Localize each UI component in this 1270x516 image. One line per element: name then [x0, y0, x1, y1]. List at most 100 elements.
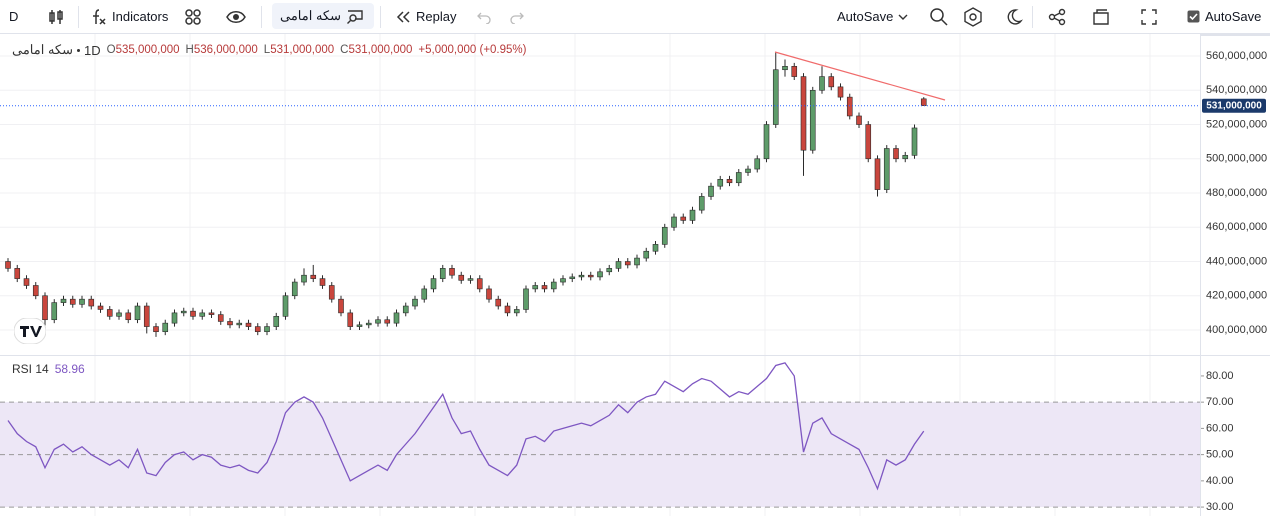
rsi-legend: RSI 14 58.96 [12, 362, 85, 376]
candle-body [624, 261, 631, 266]
ohlc-value: 531,000,000 [348, 44, 413, 56]
interval-button[interactable]: D [9, 0, 18, 33]
candle-body [319, 278, 326, 286]
symbol-search-button[interactable]: سکه امامی [272, 3, 374, 29]
candle-body [69, 298, 76, 305]
candle-body [476, 278, 483, 290]
candle-body [42, 295, 48, 321]
y-tick-label: 500,000,000 [1206, 153, 1267, 165]
ohlc-values: O535,000,000 H536,000,000 L531,000,000 C531… [107, 44, 413, 56]
candle-body [467, 278, 474, 281]
candle-body [106, 309, 113, 317]
icon [1007, 8, 1023, 25]
fullscreen-button[interactable] [1140, 0, 1158, 33]
candle-body [134, 305, 141, 321]
y-tick-label: 460,000,000 [1206, 221, 1267, 233]
candle-body [513, 309, 520, 314]
candle-body [245, 322, 252, 327]
candle-body [375, 319, 381, 324]
rsi-last-value: 58.96 [54, 362, 85, 376]
candle-body [291, 281, 298, 297]
candle-body [560, 278, 566, 283]
candle-body [717, 179, 724, 187]
candle-body [893, 148, 899, 160]
symbol-title: سکه امامی [12, 42, 73, 57]
ohlc-item: O535,000,000 [107, 44, 180, 56]
autosave-toggle[interactable]: AutoSave [1187, 0, 1261, 33]
candle-body [772, 69, 779, 125]
price-legend: سکه امامی 1D O535,000,000 H536,000,000 L53… [12, 42, 526, 58]
candle-body [254, 326, 261, 333]
y-tick-label: 400,000,000 [1206, 324, 1267, 336]
candle-body [541, 285, 548, 290]
candle-body [726, 179, 733, 184]
undo-button[interactable] [476, 0, 492, 33]
candle-body [208, 312, 215, 315]
change-value: +5,000,000 (+0.95%) [418, 44, 527, 56]
autosave-menu[interactable]: AutoSave [837, 0, 908, 33]
icon [226, 10, 246, 23]
y-tick-label: 420,000,000 [1206, 290, 1267, 302]
candle-body [606, 268, 613, 273]
icon [1048, 8, 1066, 25]
candle-body [782, 66, 788, 71]
y-tick-label: 440,000,000 [1206, 255, 1267, 267]
candle-body [652, 244, 659, 252]
chart-type-button[interactable] [47, 0, 65, 33]
candle-body [708, 185, 714, 197]
redo-button[interactable] [509, 0, 525, 33]
candle-body [273, 316, 280, 327]
candle-body [532, 285, 539, 290]
toolbar: D Indicators سکه امامی Replay AutoSave A… [0, 0, 1270, 36]
candle-body [402, 305, 409, 314]
candle-body [439, 268, 446, 279]
candle-body [347, 312, 354, 327]
ohlc-value: 535,000,000 [115, 44, 180, 56]
layouts-button[interactable] [184, 0, 202, 33]
candle-body [883, 148, 890, 190]
candle-body [199, 312, 206, 317]
settings-button[interactable] [963, 0, 983, 33]
y-tick-label: 80.00 [1206, 370, 1234, 382]
candle-body [689, 209, 696, 221]
candle-body [745, 168, 751, 173]
candle-body [486, 288, 492, 300]
candle-body [227, 321, 233, 326]
indicators-button[interactable]: Indicators [89, 0, 168, 33]
separator [78, 6, 79, 28]
last-price-box [1202, 98, 1266, 113]
theme-button[interactable] [1005, 0, 1023, 33]
candle-body [264, 326, 270, 333]
candle-body [180, 310, 187, 314]
candle-body [578, 274, 585, 278]
share-button[interactable] [1048, 0, 1066, 33]
y-tick-label: 40.00 [1206, 475, 1234, 487]
candle-body [661, 226, 668, 245]
candle-body [856, 115, 862, 125]
ohlc-label: H [185, 44, 194, 56]
candle-body [125, 312, 132, 321]
candle-body [874, 158, 881, 190]
candle-body [412, 298, 418, 307]
replay-button[interactable]: Replay [395, 0, 456, 33]
candle-body [60, 298, 67, 303]
rsi-line [7, 362, 925, 491]
view-button[interactable] [226, 0, 246, 33]
icon [1141, 8, 1157, 25]
indicators-label: Indicators [112, 9, 169, 24]
candle-body [763, 124, 770, 160]
icon [185, 8, 201, 25]
candle-body [328, 285, 335, 300]
candle-body [217, 314, 224, 322]
candle-body [865, 124, 872, 160]
snapshot-button[interactable] [1092, 0, 1110, 33]
icon [964, 6, 982, 27]
last-price-label: 531,000,000 [1206, 100, 1262, 111]
icon [898, 14, 908, 20]
autosave-toggle-label: AutoSave [1205, 9, 1262, 24]
checkbox [1187, 10, 1200, 23]
icon [477, 12, 491, 24]
candle-body [902, 155, 909, 160]
quick-search-button[interactable] [929, 0, 949, 33]
candle-body [88, 298, 95, 307]
